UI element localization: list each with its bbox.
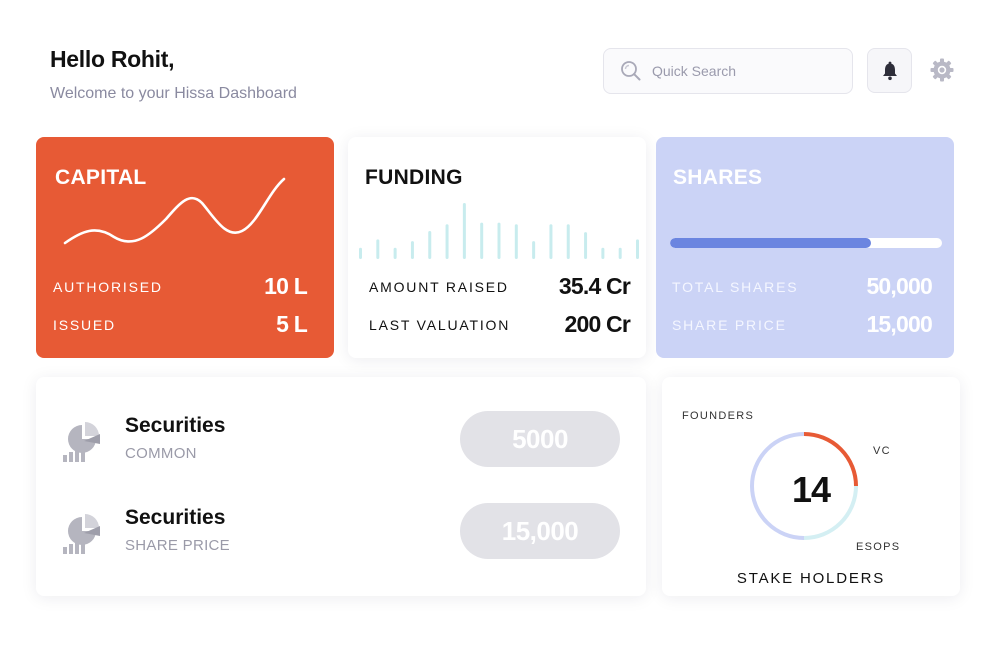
- funding-title: FUNDING: [365, 166, 463, 189]
- stakeholders-card[interactable]: FOUNDERS VC ESOPS 14 STAKE HOLDERS: [662, 377, 960, 596]
- authorised-value: 10 L: [264, 273, 308, 299]
- shares-progress-fill: [670, 238, 872, 248]
- funding-bar: [410, 241, 414, 259]
- funding-bar: [566, 224, 570, 259]
- funding-bar: [359, 247, 362, 259]
- donut-segment-esops: [750, 432, 805, 540]
- funding-card[interactable]: FUNDING AMOUNT RAISED 35.4 Cr LAST VALUA…: [348, 137, 646, 358]
- greeting-title: Hello Rohit,: [50, 46, 175, 72]
- capital-trend-line: [63, 177, 286, 245]
- share-price-label: SHARE PRICE: [672, 317, 787, 333]
- funding-bar: [601, 247, 605, 259]
- share-price-value: 15,000: [866, 311, 932, 337]
- funding-bar: [636, 239, 639, 259]
- total-shares-label: TOTAL SHARES: [672, 279, 799, 295]
- funding-bars: [359, 203, 639, 259]
- funding-bar: [462, 203, 466, 259]
- securities-title: Securities: [125, 414, 226, 437]
- securities-subtitle: SHARE PRICE: [125, 537, 230, 554]
- funding-bar: [393, 247, 397, 259]
- total-shares-value: 50,000: [866, 273, 932, 299]
- funding-bar: [584, 232, 588, 259]
- securities-card: Securities COMMON 5000 Securities SHARE …: [36, 377, 646, 596]
- issued-label: ISSUED: [53, 317, 116, 333]
- amount-raised-label: AMOUNT RAISED: [369, 279, 509, 295]
- funding-bar: [480, 222, 484, 259]
- funding-bar: [445, 224, 449, 259]
- securities-value-pill[interactable]: 5000: [460, 411, 620, 467]
- shares-card[interactable]: SHARES TOTAL SHARES 50,000 SHARE PRICE 1…: [656, 137, 954, 358]
- search-input[interactable]: [652, 63, 832, 79]
- notification-button[interactable]: [867, 48, 912, 93]
- funding-bar: [618, 247, 622, 259]
- gear-icon: [930, 58, 954, 82]
- shares-progress-bar: [670, 238, 942, 248]
- settings-button[interactable]: [929, 57, 955, 83]
- securities-row[interactable]: Securities COMMON 5000: [60, 411, 622, 467]
- funding-bar: [428, 231, 432, 259]
- pie-chart-icon: [63, 422, 100, 462]
- securities-title: Securities: [125, 506, 226, 529]
- amount-raised-value: 35.4 Cr: [558, 273, 631, 299]
- pie-chart-icon: [63, 514, 100, 554]
- funding-bar: [376, 239, 380, 259]
- greeting-subtitle: Welcome to your Hissa Dashboard: [50, 85, 297, 102]
- stake-label-vc: VC: [873, 445, 891, 457]
- issued-value: 5 L: [276, 311, 308, 337]
- stakeholders-title: STAKE HOLDERS: [736, 570, 886, 587]
- funding-bar: [497, 222, 501, 259]
- securities-subtitle: COMMON: [125, 445, 197, 462]
- donut-segment-founders: [803, 432, 858, 487]
- stake-label-esops: ESOPS: [856, 541, 901, 553]
- funding-bars-svg: [359, 203, 639, 259]
- stakeholders-count: 14: [791, 469, 831, 510]
- shares-title: SHARES: [673, 166, 763, 189]
- bell-icon: [882, 61, 897, 80]
- securities-value-pill[interactable]: 15,000: [460, 503, 620, 559]
- funding-bar: [532, 241, 536, 259]
- quick-search[interactable]: [603, 48, 853, 94]
- authorised-label: AUTHORISED: [53, 279, 163, 295]
- last-valuation-label: LAST VALUATION: [369, 317, 511, 333]
- stake-label-founders: FOUNDERS: [682, 410, 755, 422]
- funding-bar: [549, 224, 553, 259]
- capital-card[interactable]: CAPITAL AUTHORISED 10 L ISSUED 5 L: [36, 137, 334, 358]
- search-icon: [621, 61, 641, 81]
- capital-title: CAPITAL: [55, 166, 147, 189]
- funding-bar: [514, 224, 518, 259]
- last-valuation-value: 200 Cr: [564, 311, 630, 337]
- donut-segment-vc: [803, 485, 858, 540]
- stakeholders-donut: [750, 432, 858, 540]
- greeting: Hello Rohit, Welcome to your Hissa Dashb…: [50, 46, 297, 103]
- securities-row[interactable]: Securities SHARE PRICE 15,000: [60, 503, 622, 559]
